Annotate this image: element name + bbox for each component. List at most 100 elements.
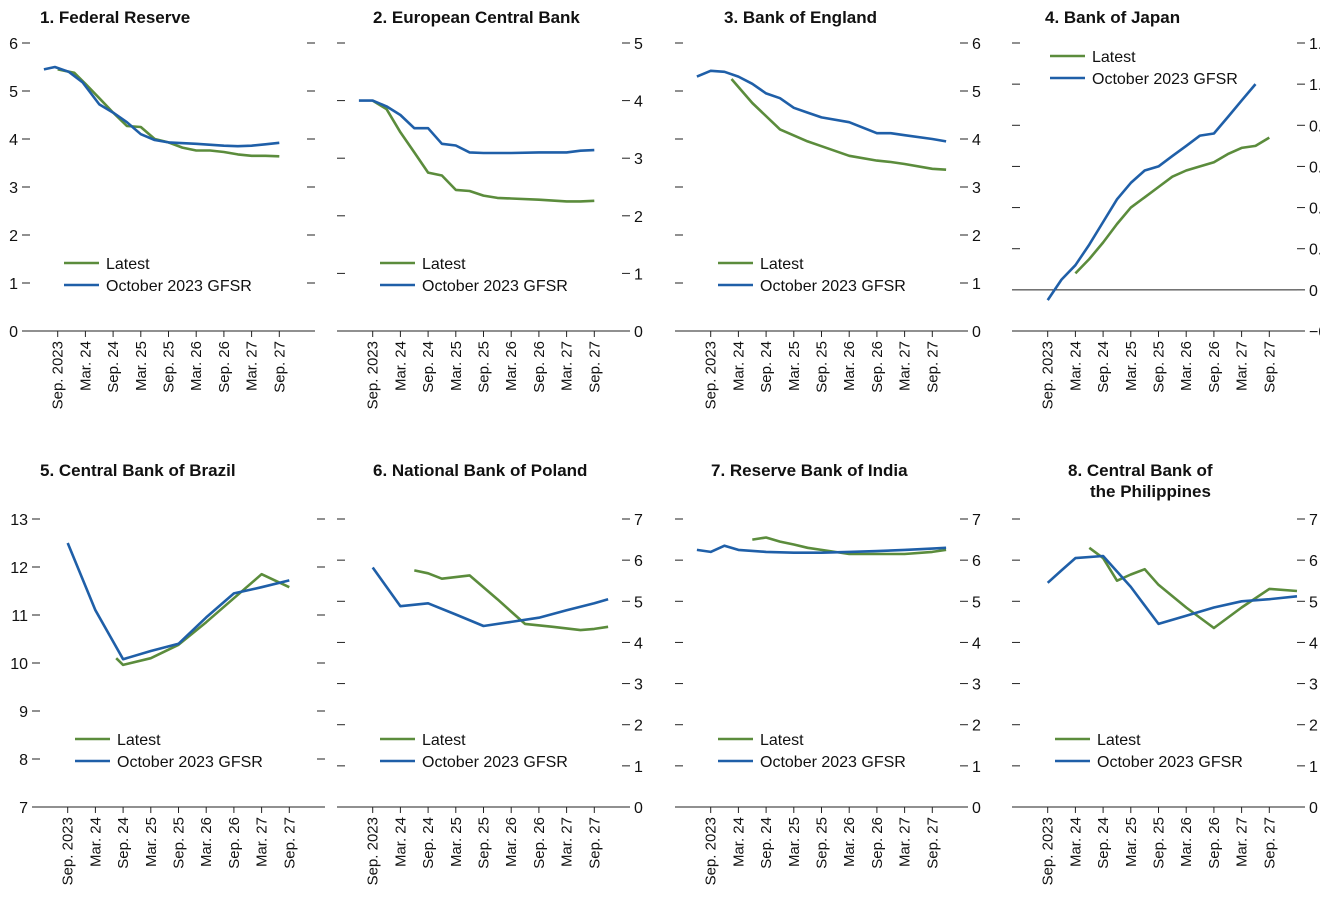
- y-tick-label: 0.4: [1309, 201, 1320, 218]
- y-tick-label: 5: [972, 594, 981, 611]
- x-tick-label: Sep. 2023: [1040, 341, 1057, 409]
- y-tick-label: 5: [972, 84, 981, 101]
- chart-title-line: 3. Bank of England: [724, 8, 877, 27]
- y-tick-label: 4: [972, 132, 981, 149]
- y-tick-label: 0: [972, 800, 981, 817]
- y-tick-label: 11: [11, 608, 28, 625]
- chart-panel-4: 4. Bank of Japan −0.2 0 0.2 0.4 0.6 0.8 1.0 1.2 S…: [1012, 8, 1320, 409]
- legend-label: October 2023 GFSR: [1097, 754, 1243, 771]
- x-tick-label: Sep. 24: [105, 341, 122, 393]
- series-line-gfsr: [1046, 83, 1257, 301]
- x-tick-label: Sep. 24: [1095, 817, 1112, 869]
- x-tick-label: Sep. 26: [216, 341, 233, 393]
- x-tick-label: Mar. 26: [841, 341, 858, 391]
- y-tick-label: 1.2: [1309, 36, 1320, 53]
- x-tick-label: Mar. 27: [559, 817, 576, 867]
- y-tick-label: 4: [634, 635, 643, 652]
- legend-label: Latest: [760, 732, 804, 749]
- y-tick-label: 0: [9, 324, 18, 341]
- x-tick-label: Sep. 26: [1206, 341, 1223, 393]
- chart-title-line: 5. Central Bank of Brazil: [40, 461, 236, 480]
- x-tick-label: Sep. 2023: [1040, 817, 1057, 885]
- x-tick-label: Mar. 27: [244, 341, 261, 391]
- x-tick-label: Mar. 27: [1234, 341, 1251, 391]
- x-tick-label: Mar. 25: [786, 817, 803, 867]
- chart-title-line: 4. Bank of Japan: [1045, 8, 1180, 27]
- x-tick-label: Sep. 24: [758, 341, 775, 393]
- legend-label: Latest: [422, 732, 466, 749]
- x-tick-label: Mar. 25: [133, 341, 150, 391]
- x-tick-label: Sep. 25: [171, 817, 188, 869]
- y-tick-label: 3: [972, 180, 981, 197]
- y-tick-label: 0: [634, 800, 643, 817]
- x-tick-label: Sep. 26: [226, 817, 243, 869]
- y-tick-label: 0: [1309, 283, 1318, 300]
- series-line-gfsr: [358, 99, 595, 155]
- x-tick-label: Mar. 27: [897, 341, 914, 391]
- y-tick-label: 3: [634, 677, 643, 694]
- legend-label: October 2023 GFSR: [422, 278, 568, 295]
- x-tick-label: Mar. 24: [730, 817, 747, 867]
- series-line-gfsr: [696, 69, 947, 143]
- x-tick-label: Mar. 25: [143, 817, 160, 867]
- y-tick-label: 6: [634, 553, 643, 570]
- x-tick-label: Mar. 25: [448, 341, 465, 391]
- x-tick-label: Sep. 24: [420, 817, 437, 869]
- chart-title: 4. Bank of Japan: [1045, 8, 1180, 27]
- x-tick-label: Sep. 27: [924, 341, 941, 393]
- y-tick-label: 0.2: [1309, 242, 1320, 259]
- x-tick-label: Sep. 26: [531, 341, 548, 393]
- y-tick-label: 4: [972, 635, 981, 652]
- y-tick-label: 2: [634, 718, 643, 735]
- x-tick-label: Mar. 26: [841, 817, 858, 867]
- y-tick-label: 3: [634, 151, 643, 168]
- x-tick-label: Sep. 2023: [60, 817, 77, 885]
- x-tick-label: Mar. 25: [1123, 817, 1140, 867]
- y-tick-label: 0.8: [1309, 118, 1320, 135]
- x-tick-label: Sep. 26: [531, 817, 548, 869]
- x-tick-label: Mar. 27: [559, 341, 576, 391]
- y-tick-label: 3: [1309, 677, 1318, 694]
- x-tick-label: Sep. 27: [1261, 341, 1278, 393]
- chart-panel-1: 1. Federal Reserve 0 1 2 3 4 5 6 Sep. 2023 Mar. 2…: [9, 8, 315, 409]
- legend-label: October 2023 GFSR: [760, 754, 906, 771]
- y-tick-label: 12: [10, 560, 28, 577]
- y-tick-label: 1: [972, 276, 981, 293]
- series-line-latest: [372, 99, 595, 203]
- x-tick-label: Mar. 24: [87, 817, 104, 867]
- x-tick-label: Mar. 25: [448, 817, 465, 867]
- y-tick-label: 5: [634, 594, 643, 611]
- x-tick-label: Mar. 26: [198, 817, 215, 867]
- y-tick-label: 2: [9, 228, 18, 245]
- x-tick-label: Mar. 24: [1067, 341, 1084, 391]
- x-tick-label: Mar. 26: [503, 341, 520, 391]
- series-line-latest: [414, 569, 609, 632]
- y-tick-label: 8: [19, 752, 28, 769]
- legend-label: October 2023 GFSR: [1092, 71, 1238, 88]
- x-tick-label: Sep. 26: [1206, 817, 1223, 869]
- legend-label: Latest: [760, 256, 804, 273]
- series-line-latest: [752, 536, 947, 556]
- chart-title: 7. Reserve Bank of India: [711, 461, 908, 480]
- y-tick-label: 1: [634, 759, 643, 776]
- y-tick-label: 3: [9, 180, 18, 197]
- x-tick-label: Mar. 27: [897, 817, 914, 867]
- chart-panel-6: 6. National Bank of Poland 0 1 2 3 4 5 6 7 Sep. 2…: [337, 461, 643, 885]
- chart-title-line: 1. Federal Reserve: [40, 8, 190, 27]
- y-tick-label: 6: [972, 36, 981, 53]
- x-tick-label: Sep. 27: [271, 341, 288, 393]
- y-tick-label: 2: [972, 718, 981, 735]
- x-tick-label: Mar. 24: [77, 341, 94, 391]
- y-tick-label: 5: [9, 84, 18, 101]
- x-tick-label: Mar. 27: [1234, 817, 1251, 867]
- y-tick-label: 7: [634, 512, 643, 529]
- y-tick-label: 4: [634, 94, 643, 111]
- x-tick-label: Mar. 24: [730, 341, 747, 391]
- y-tick-label: 2: [634, 209, 643, 226]
- x-tick-label: Sep. 25: [476, 341, 493, 393]
- y-tick-label: 3: [972, 677, 981, 694]
- x-tick-label: Mar. 24: [392, 341, 409, 391]
- series-line-latest: [1074, 136, 1270, 275]
- y-tick-label: 1: [634, 266, 643, 283]
